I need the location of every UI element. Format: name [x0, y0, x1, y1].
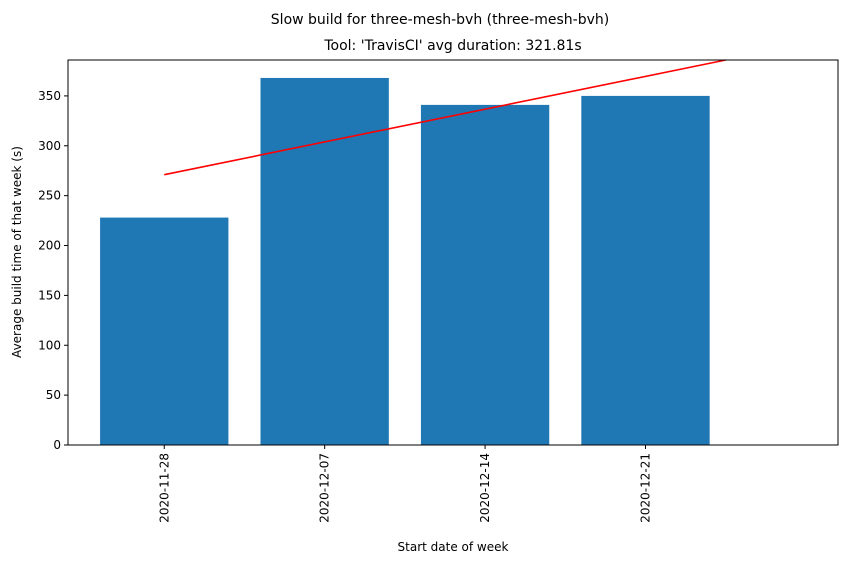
y-tick-label-150: 150 — [38, 288, 61, 302]
y-tick-label-100: 100 — [38, 338, 61, 352]
y-tick-label-0: 0 — [53, 438, 61, 452]
x-tick-label-2020-11-28: 2020-11-28 — [157, 453, 171, 523]
bar-2020-11-28 — [100, 217, 229, 445]
bar-2020-12-14 — [420, 104, 550, 445]
y-tick-label-350: 350 — [38, 89, 61, 103]
plot-area: 0 50 100 150 200 250 300 350 2020-11-28 2020-12-0… — [38, 59, 839, 523]
bar-2020-12-21 — [581, 95, 710, 445]
y-tick-label-50: 50 — [46, 388, 61, 402]
x-axis-label: Start date of week — [398, 540, 509, 554]
y-axis-label: Average build time of that week (s) — [10, 146, 24, 358]
plot-frame — [67, 59, 839, 446]
trend-line — [164, 59, 726, 176]
x-tick-label-2020-12-21: 2020-12-21 — [639, 453, 653, 523]
x-tick-label-2020-12-07: 2020-12-07 — [318, 453, 332, 523]
chart-title: Tool: 'TravisCI' avg duration: 321.81s — [323, 38, 581, 54]
chart-suptitle: Slow build for three-mesh-bvh (three-mes… — [271, 12, 609, 28]
y-tick-label-300: 300 — [38, 139, 61, 153]
y-tick-label-200: 200 — [38, 239, 61, 253]
bar-2020-12-07 — [260, 77, 389, 445]
x-tick-label-2020-12-14: 2020-12-14 — [478, 453, 492, 523]
y-tick-label-250: 250 — [38, 189, 61, 203]
